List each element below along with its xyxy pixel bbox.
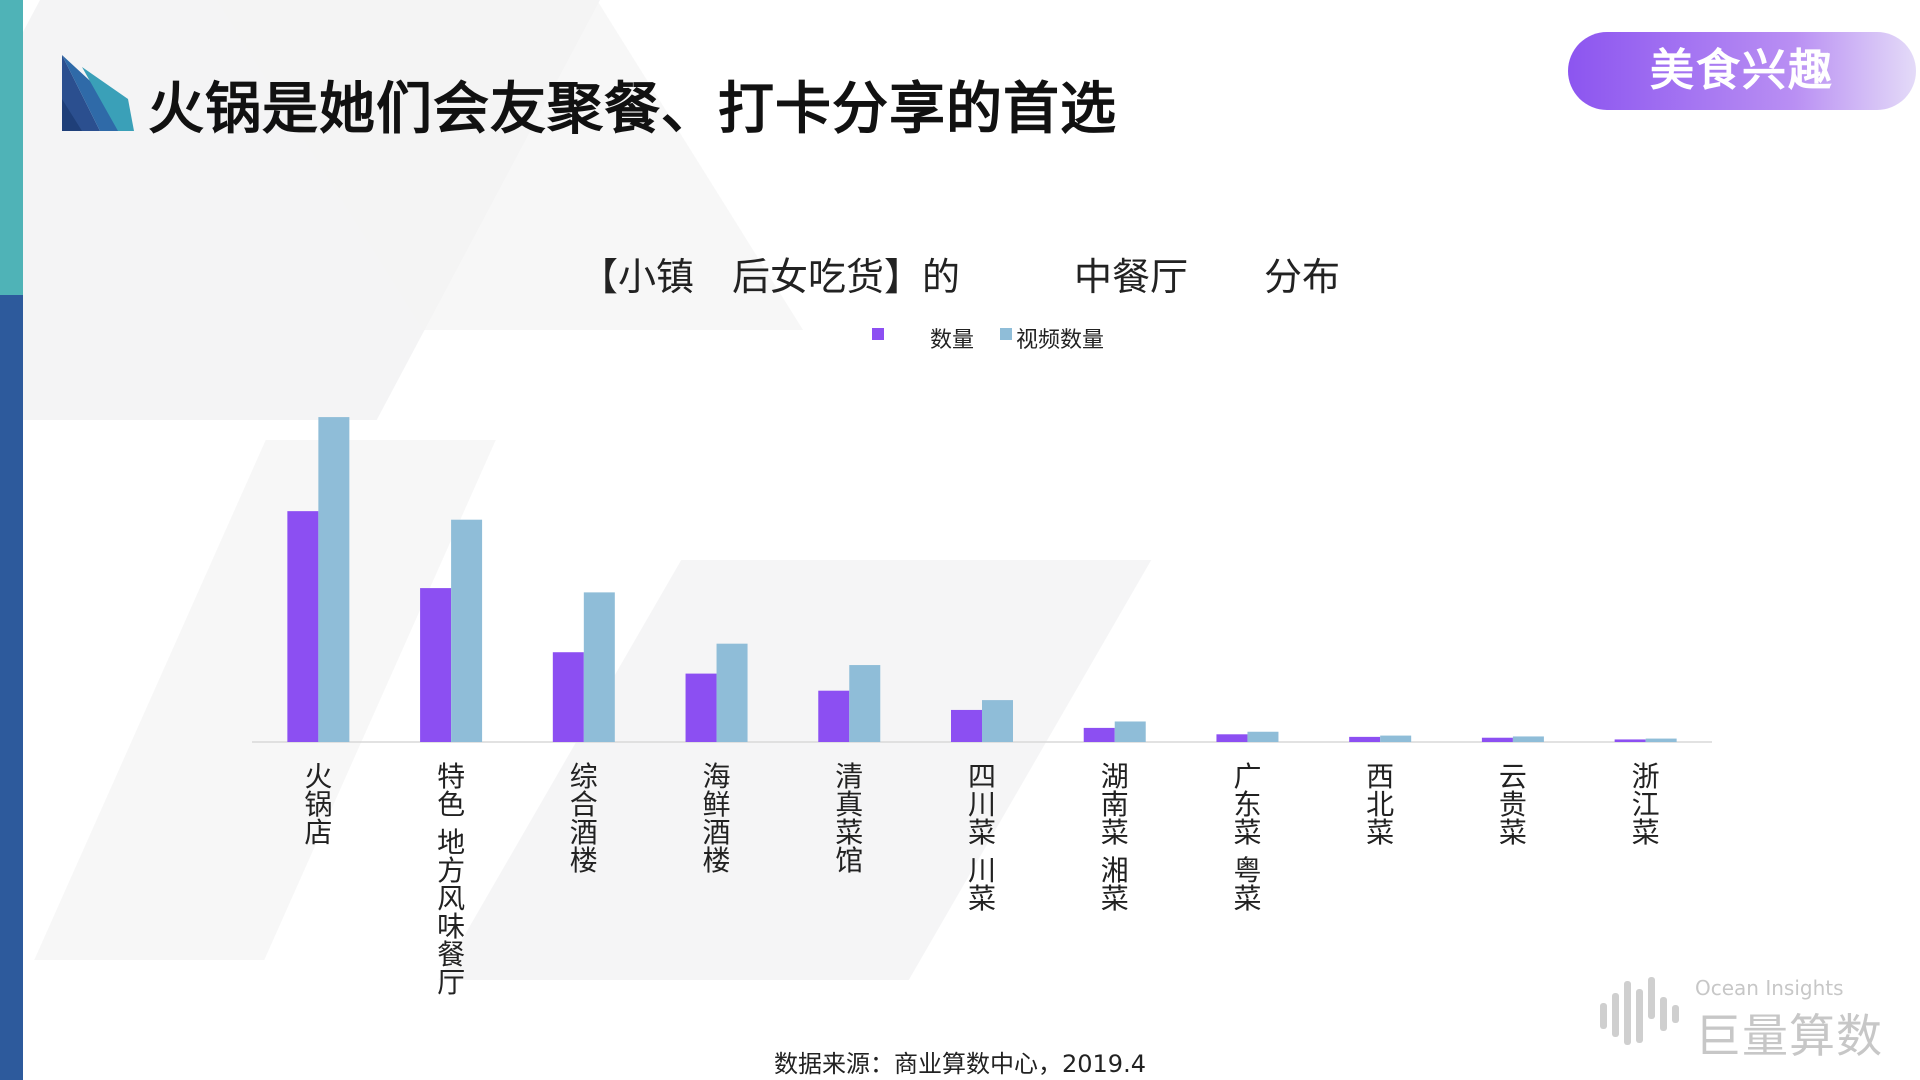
legend-label-series1: 数量: [930, 328, 975, 353]
bar-count-5: [951, 709, 982, 742]
bar-video-count-10: [1645, 738, 1677, 742]
ocean-insights-logo-icon: [1600, 977, 1679, 1045]
bar-video-count-0: [318, 417, 350, 742]
bar-video-count-6: [1114, 721, 1146, 742]
bar-video-count-3: [716, 643, 748, 742]
brand-logo-icon: [62, 55, 134, 131]
bar-video-count-9: [1512, 736, 1544, 742]
legend-swatch-series2: [1000, 328, 1012, 340]
bar-video-count-2: [583, 592, 615, 742]
chart-title: 【小镇 后女吃货】的 中餐厅 分布: [579, 255, 1340, 299]
bar-count-1: [420, 588, 452, 742]
x-tick-label: 湖南菜湘菜: [1101, 760, 1129, 915]
bar-count-6: [1083, 727, 1115, 742]
bar-count-2: [552, 652, 584, 742]
source-note: 数据来源：商业算数中心，2019.4: [774, 1050, 1146, 1078]
watermark-english: Ocean Insights: [1695, 976, 1844, 1000]
x-tick-label: 广东菜粤菜: [1233, 760, 1261, 915]
bar-video-count-8: [1380, 735, 1412, 742]
bar-video-count-7: [1247, 731, 1279, 742]
bar-count-0: [287, 511, 319, 742]
bar-video-count-1: [451, 519, 483, 742]
page-title: 火锅是她们会友聚餐、打卡分享的首选: [148, 77, 1117, 142]
x-tick-label: 西北菜: [1366, 760, 1394, 849]
x-tick-label: 综合酒楼: [570, 760, 598, 877]
x-tick-label: 云贵菜: [1499, 760, 1527, 849]
bar-count-4: [818, 690, 850, 742]
x-tick-label: 四川菜川菜: [968, 760, 996, 915]
left-accent-stripe-top: [0, 0, 23, 295]
watermark-chinese: 巨量算数: [1695, 1009, 1883, 1063]
bar-video-count-4: [849, 665, 881, 742]
bar-count-8: [1349, 736, 1381, 742]
bar-count-7: [1216, 734, 1248, 742]
bar-count-10: [1614, 739, 1646, 742]
x-tick-label: 清真菜馆: [835, 760, 863, 877]
bar-count-9: [1481, 737, 1513, 742]
left-accent-stripe-bottom: [0, 295, 23, 1080]
bar-count-3: [685, 673, 717, 742]
x-tick-label: 海鲜酒楼: [703, 760, 731, 877]
x-tick-label: 浙江菜: [1632, 760, 1660, 849]
legend-label-series2: 视频数量: [1016, 328, 1105, 353]
legend-swatch-series1: [872, 328, 884, 340]
bar-video-count-5: [982, 700, 1013, 742]
x-tick-label: 特色地方风味餐厅: [437, 760, 465, 999]
x-tick-label: 火锅店: [304, 760, 332, 849]
category-badge: 美食兴趣: [1568, 32, 1916, 110]
